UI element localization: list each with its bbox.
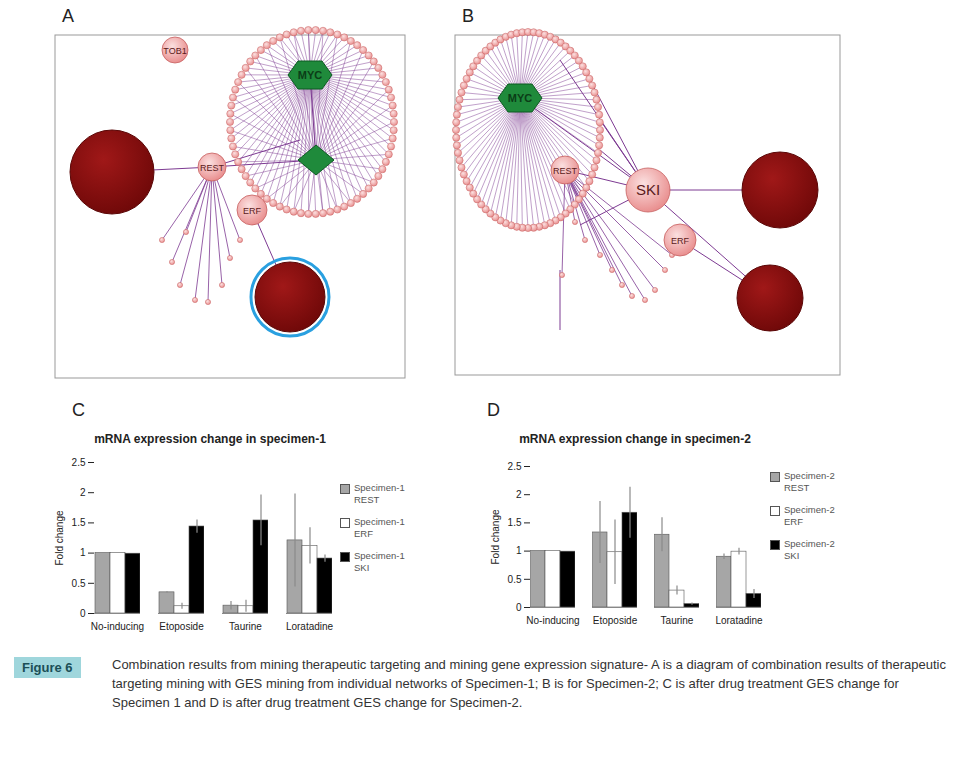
html-text:C: C xyxy=(72,400,85,420)
svg-text:2.5: 2.5 xyxy=(72,457,86,468)
html-text:Specimen-2 REST: Specimen-2 REST xyxy=(784,470,835,493)
svg-text:ERF: ERF xyxy=(243,206,262,216)
html-text:mRNA expression change in spec: mRNA expression change in specimen-1 xyxy=(94,432,326,446)
svg-text:MYC: MYC xyxy=(298,69,323,81)
svg-text:Etoposide: Etoposide xyxy=(593,615,638,626)
svg-text:ERF: ERF xyxy=(671,236,690,246)
html-text:Specimen-1 ERF: Specimen-1 ERF xyxy=(354,516,405,539)
html-text:mRNA expression change in spec: mRNA expression change in specimen-2 xyxy=(519,432,751,446)
svg-text:2: 2 xyxy=(80,487,86,498)
svg-text:A: A xyxy=(62,6,74,26)
svg-text:1: 1 xyxy=(516,545,522,556)
svg-text:B: B xyxy=(462,6,474,26)
svg-text:TOB1: TOB1 xyxy=(163,46,186,56)
svg-text:1.5: 1.5 xyxy=(508,517,522,528)
svg-text:REST: REST xyxy=(553,166,578,176)
svg-text:0: 0 xyxy=(516,602,522,613)
svg-text:1.5: 1.5 xyxy=(72,517,86,528)
svg-text:Loratadine: Loratadine xyxy=(286,621,334,632)
svg-text:Fold change: Fold change xyxy=(490,509,501,564)
html-text:Specimen-2 ERF: Specimen-2 ERF xyxy=(784,504,835,527)
html-text:Specimen-2 SKI: Specimen-2 SKI xyxy=(784,538,835,561)
svg-text:Fold change: Fold change xyxy=(54,510,65,565)
svg-text:0: 0 xyxy=(80,608,86,619)
svg-text:Loratadine: Loratadine xyxy=(715,615,763,626)
html-text:D: D xyxy=(487,400,500,420)
svg-text:Etoposide: Etoposide xyxy=(159,621,204,632)
svg-text:Taurine: Taurine xyxy=(229,621,262,632)
html-text:Figure 6: Figure 6 xyxy=(22,660,73,675)
svg-text:2.5: 2.5 xyxy=(508,461,522,472)
html-text:Combination results from minin: Combination results from mining therapeu… xyxy=(112,657,946,710)
svg-text:REST: REST xyxy=(200,163,225,173)
svg-text:0.5: 0.5 xyxy=(72,578,86,589)
svg-text:SKI: SKI xyxy=(636,181,660,198)
svg-text:1: 1 xyxy=(80,547,86,558)
svg-text:No-inducing: No-inducing xyxy=(526,615,579,626)
html-text:Specimen-1 REST: Specimen-1 REST xyxy=(354,482,405,505)
svg-text:Taurine: Taurine xyxy=(661,615,694,626)
svg-text:2: 2 xyxy=(516,489,522,500)
svg-text:MYC: MYC xyxy=(508,92,533,104)
html-text:Specimen-1 SKI: Specimen-1 SKI xyxy=(354,550,405,573)
svg-text:0.5: 0.5 xyxy=(508,574,522,585)
svg-text:No-inducing: No-inducing xyxy=(91,621,144,632)
